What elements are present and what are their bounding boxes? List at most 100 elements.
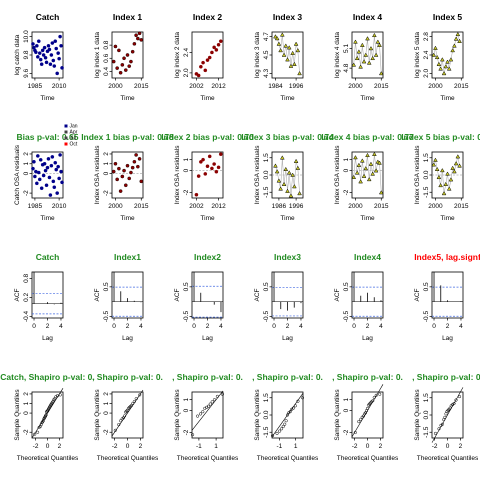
x-axis-label: Time xyxy=(40,215,55,222)
data-point xyxy=(58,34,62,39)
y-axis-label: ACF xyxy=(254,288,261,301)
plot-frame xyxy=(31,151,64,199)
data-point xyxy=(123,183,128,188)
x-tick-label: 0 xyxy=(112,323,116,330)
qq-point xyxy=(372,395,376,400)
y-tick-label: -2 xyxy=(23,190,30,196)
data-point xyxy=(292,61,297,66)
legend-label: Oct xyxy=(70,142,78,148)
data-point xyxy=(353,155,358,160)
data-point xyxy=(115,177,119,182)
data-point xyxy=(360,42,365,47)
data-point xyxy=(35,44,39,48)
y-tick-label: 0.5 xyxy=(183,282,190,291)
panel-r1-c2: Index 1 log index 1 data Time 0.4 0.6 0.8 2000… xyxy=(94,12,149,102)
data-point xyxy=(297,70,302,76)
panel-r2-c3: Index 2 bias p-val: 0.70 Index OSA residu… xyxy=(161,132,254,222)
x-tick-label: 2 xyxy=(58,443,62,450)
qq-reference-line xyxy=(351,384,384,438)
qq-point xyxy=(138,393,142,397)
data-point xyxy=(281,181,287,186)
plot-frame xyxy=(191,151,224,199)
data-point xyxy=(51,58,56,63)
panel-r3-c2: Index1 ACF Lag -0.5 0.5 0 2 4 xyxy=(94,252,144,342)
x-axis-label: Lag xyxy=(282,335,293,342)
x-tick-label: 1996 xyxy=(289,83,304,90)
x-tick-label: -2 xyxy=(33,443,39,450)
qq-point xyxy=(283,422,287,426)
data-point xyxy=(290,172,295,177)
panel-title: Index 4 bias p-val: 0.77 xyxy=(321,132,414,142)
qq-point xyxy=(196,414,200,418)
data-point xyxy=(453,161,459,166)
panel-r4-c2: , Shapiro p-val: 0. Sample Quantiles Theor… xyxy=(92,372,163,462)
data-point xyxy=(132,42,137,46)
data-point xyxy=(113,161,118,166)
qq-point xyxy=(198,412,203,416)
y-tick-label: 1 xyxy=(23,401,30,405)
data-point xyxy=(440,167,445,173)
data-point xyxy=(201,157,205,162)
x-tick-label: 2000 xyxy=(108,83,123,90)
data-point xyxy=(274,36,280,41)
x-tick-label: 2002 xyxy=(189,203,204,210)
panel-r3-c4: Index3 ACF Lag -0.5 0.5 0 2 4 xyxy=(254,252,304,342)
plot-frame xyxy=(431,271,464,319)
data-point xyxy=(212,45,216,50)
qq-reference-line xyxy=(191,390,224,431)
y-tick-label: 4.5 xyxy=(263,50,270,59)
plot-frame xyxy=(351,31,384,79)
data-point xyxy=(375,39,381,44)
data-point xyxy=(123,68,128,72)
data-point xyxy=(452,169,457,174)
qq-point xyxy=(132,400,136,404)
data-point xyxy=(278,47,283,53)
x-axis-label: Theoretical Quantiles xyxy=(177,455,239,462)
data-point xyxy=(452,43,457,48)
panel-r4-c5: , Shapiro p-val: 0. Sample Quantiles Theor… xyxy=(332,372,403,462)
qq-point xyxy=(357,420,361,424)
data-point xyxy=(117,166,121,171)
y-tick-label: -0.5 xyxy=(423,311,430,323)
data-point xyxy=(113,44,118,49)
x-axis-label: Time xyxy=(120,215,135,222)
x-tick-label: 2015 xyxy=(134,83,149,90)
y-tick-label: 1 xyxy=(103,162,110,166)
y-tick-label: -1.5 xyxy=(423,186,430,198)
data-point xyxy=(33,174,37,179)
qq-point xyxy=(281,424,285,429)
data-point xyxy=(455,31,461,37)
y-axis-label: ACF xyxy=(94,288,101,301)
qq-point xyxy=(454,398,458,402)
panel-r2-c5: Index 4 bias p-val: 0.77 Index OSA residu… xyxy=(321,132,414,222)
y-tick-label: 1 xyxy=(183,157,190,161)
y-tick-label: 1.5 xyxy=(423,393,430,402)
qq-point xyxy=(126,406,131,410)
qq-point xyxy=(44,413,48,417)
data-point xyxy=(378,190,384,195)
data-point xyxy=(129,170,133,175)
data-point xyxy=(365,152,370,158)
data-point xyxy=(60,180,64,185)
x-tick-label: -2 xyxy=(432,443,438,450)
y-axis-label: log index 3 data xyxy=(254,32,261,78)
data-point xyxy=(120,63,125,67)
panel-r1-c3: Index 2 log index 2 data Time 2.0 2.4 2002 201… xyxy=(174,12,226,102)
y-tick-label: 1.5 xyxy=(263,393,270,402)
plot-frame xyxy=(271,271,304,319)
qq-point xyxy=(220,392,224,396)
y-tick-label: 5.1 xyxy=(343,44,350,53)
data-point xyxy=(203,68,208,73)
data-point xyxy=(431,162,437,167)
data-point xyxy=(377,42,382,47)
y-tick-label: 0 xyxy=(343,408,350,412)
data-point xyxy=(370,171,375,176)
plot-frame xyxy=(191,391,224,439)
data-point xyxy=(38,158,43,162)
data-point xyxy=(44,183,49,188)
plot-frame xyxy=(31,271,64,319)
data-point xyxy=(207,55,212,60)
data-point xyxy=(57,56,61,61)
y-axis-label: log catch data xyxy=(14,34,21,75)
